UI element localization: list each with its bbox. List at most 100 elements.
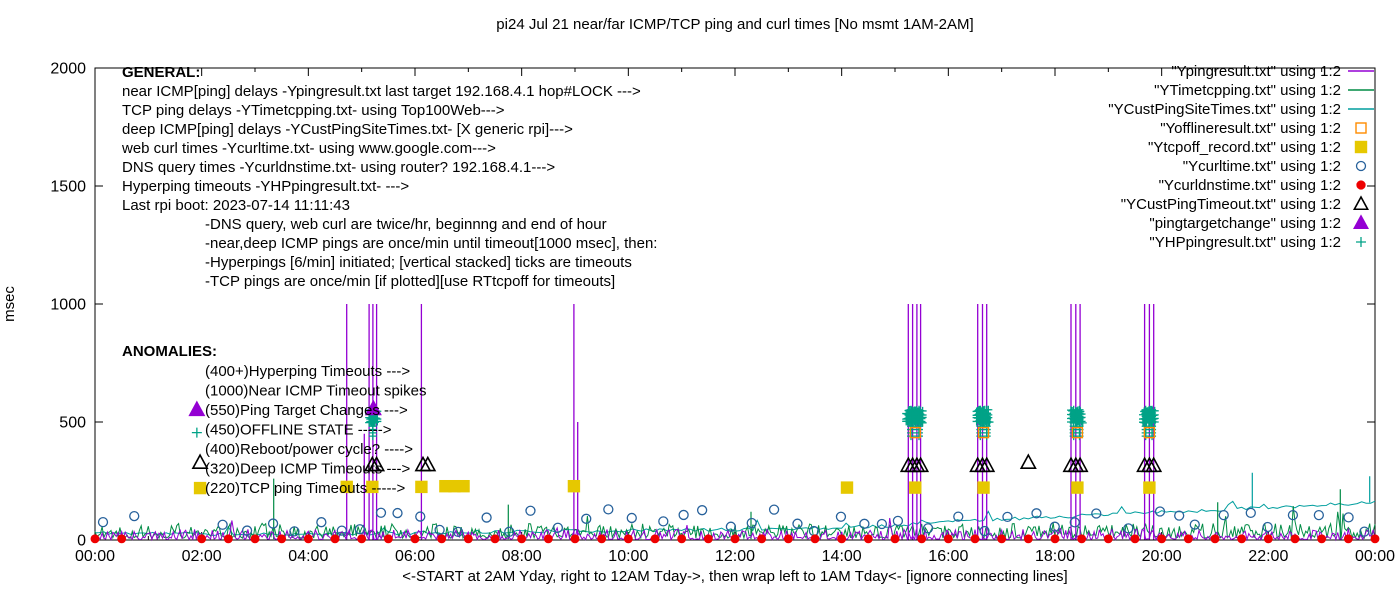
hyperping-sample-plus — [191, 427, 202, 438]
curl-time-point — [267, 518, 279, 529]
dns-time-point — [917, 534, 927, 544]
curl-time-point — [481, 512, 492, 523]
general-header: GENERAL: — [122, 64, 200, 81]
tcp-timeout-square — [366, 480, 379, 494]
deep-timeout-triangle — [912, 456, 930, 473]
dns-time-point — [1210, 534, 1220, 544]
curl-time-point — [415, 511, 426, 522]
dns-time-point — [623, 534, 633, 544]
dns-time-point — [677, 534, 687, 544]
dns-time-point — [197, 534, 207, 544]
x-tick-label: 18:00 — [1035, 548, 1075, 565]
hyperping-tick — [1148, 405, 1157, 414]
dns-time-point — [1130, 534, 1140, 544]
deep-timeout-triangle — [978, 456, 996, 473]
dns-time-point — [1317, 534, 1327, 544]
anomaly-line: (550)Ping Target Changes ---> — [205, 402, 408, 419]
hyperping-tick — [915, 405, 923, 414]
curl-time-point — [289, 526, 300, 537]
legend-marker — [1355, 122, 1367, 134]
offline-square — [1143, 426, 1156, 439]
dns-time-point — [223, 534, 233, 544]
curl-time-point — [1174, 510, 1185, 521]
dns-time-point — [1183, 534, 1193, 544]
curl-time-point — [316, 517, 327, 528]
curl-time-point — [1262, 521, 1273, 533]
curl-time-point — [552, 522, 564, 533]
tcp-timeout-square — [977, 481, 990, 494]
hyperping-tick — [907, 405, 915, 414]
tcp-timeout-square — [340, 480, 353, 494]
ping-target-change-triangle — [188, 400, 206, 417]
general-line: Last rpi boot: 2023-07-14 11:11:43 — [122, 197, 350, 214]
curl-time-point — [1343, 512, 1354, 523]
legend-marker — [1355, 160, 1367, 172]
curl-time-point — [1031, 508, 1042, 519]
x-tick-label: 02:00 — [182, 548, 222, 565]
dns-time-point — [90, 534, 100, 544]
x-tick-label: 16:00 — [928, 548, 968, 565]
deep-timeout-triangle — [419, 455, 437, 472]
curl-time-point — [603, 504, 614, 515]
curl-time-point — [581, 513, 592, 524]
curl-time-point — [129, 510, 140, 522]
dns-time-point — [1023, 534, 1033, 544]
x-tick-label: 06:00 — [395, 548, 435, 565]
curl-time-point — [375, 507, 387, 518]
deep-timeout-triangle — [368, 455, 386, 472]
deep-timeout-triangle — [1019, 453, 1037, 470]
curl-time-point — [1359, 526, 1370, 537]
curl-time-point — [953, 511, 964, 522]
x-tick-label: 00:00 — [75, 548, 115, 565]
curl-time-point — [876, 518, 888, 530]
dns-time-point — [1290, 534, 1300, 544]
curl-time-point — [217, 519, 228, 530]
dns-time-point — [117, 534, 127, 544]
general-line: DNS query times -Ycurldnstime.txt- using… — [122, 159, 555, 176]
curl-time-point — [392, 507, 403, 519]
tcp-timeout-square — [415, 480, 428, 494]
dns-time-point — [570, 534, 580, 544]
curl-time-point — [1002, 511, 1013, 523]
legend-label: "Ycurldnstime.txt" using 1:2 — [1159, 177, 1341, 194]
legend-label: "pingtargetchange" using 1:2 — [1149, 215, 1341, 232]
dns-time-point — [437, 534, 447, 544]
legend-marker — [1356, 180, 1366, 190]
anomaly-line: (400+)Hyperping Timeouts ---> — [205, 363, 410, 380]
hyperping-tick — [1075, 405, 1084, 414]
y-tick-label: 1500 — [50, 179, 86, 196]
curl-time-point — [1218, 509, 1229, 521]
chart-title: pi24 Jul 21 near/far ICMP/TCP ping and c… — [496, 16, 973, 33]
curl-time-point — [1123, 523, 1134, 534]
dns-time-point — [703, 534, 713, 544]
x-tick-label: 22:00 — [1248, 548, 1288, 565]
deep-ping-spikes — [1251, 472, 1371, 509]
tcp-timeout-square — [909, 481, 922, 494]
general-note: -Hyperpings [6/min] initiated; [vertical… — [205, 254, 632, 271]
curl-time-point — [504, 526, 515, 537]
curl-time-point — [746, 517, 757, 529]
dns-time-point — [1343, 534, 1353, 544]
offline-square — [1071, 426, 1084, 439]
tcp-ping-spikes — [273, 478, 1341, 540]
dns-time-point — [517, 534, 527, 544]
curl-time-point — [658, 516, 669, 527]
x-axis-label: <-START at 2AM Yday, right to 12AM Tday-… — [402, 568, 1067, 585]
curl-time-point — [1049, 521, 1060, 532]
curl-time-point — [1287, 509, 1299, 521]
curl-time-point — [1313, 509, 1324, 521]
y-tick-label: 0 — [77, 533, 86, 550]
tcp-timeout-square — [1143, 481, 1156, 494]
general-line: Hyperping timeouts -YHPpingresult.txt- -… — [122, 178, 409, 195]
legend-label: "YCustPingSiteTimes.txt" using 1:2 — [1108, 101, 1341, 118]
dns-time-point — [1050, 534, 1060, 544]
anomaly-line: (400)Reboot/power cycle? ----> — [205, 441, 413, 458]
tcp-timeout-square — [567, 479, 581, 493]
curl-time-point — [1154, 506, 1166, 517]
anomaly-line: (320)Deep ICMP Timeouts ---> — [205, 461, 410, 478]
curl-time-point — [97, 516, 109, 528]
general-note: -TCP pings are once/min [if plotted][use… — [205, 273, 615, 290]
dns-time-point — [730, 534, 740, 544]
x-tick-label: 14:00 — [822, 548, 862, 565]
y-tick-label: 1000 — [50, 297, 86, 314]
